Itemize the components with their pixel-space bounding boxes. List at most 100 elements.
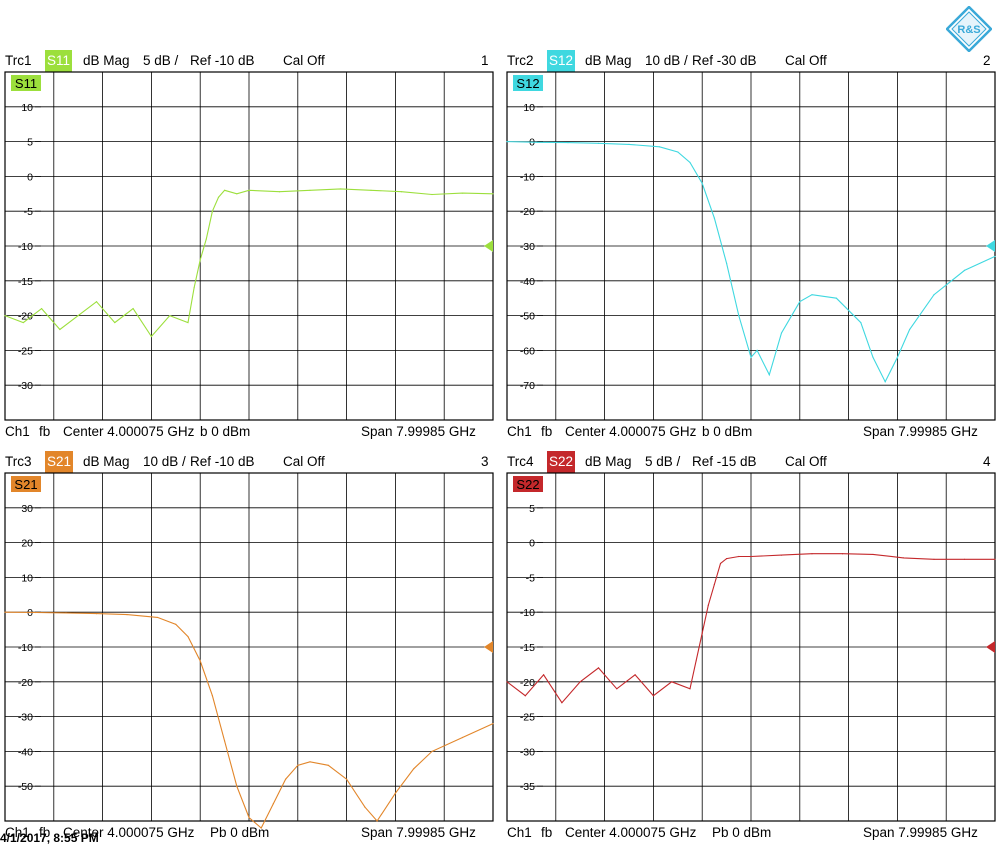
data-point <box>994 558 996 560</box>
grid <box>5 473 493 821</box>
data-point <box>561 702 563 704</box>
data-point <box>677 151 679 153</box>
y-tick-label: 0 <box>27 171 33 183</box>
data-point <box>506 141 508 143</box>
data-point <box>597 142 600 144</box>
data-point <box>211 210 213 212</box>
data-point <box>713 217 715 219</box>
data-point <box>95 301 98 303</box>
data-point <box>597 667 600 669</box>
data-point <box>34 611 37 614</box>
data-point <box>126 614 128 616</box>
data-point <box>187 321 189 324</box>
data-point <box>579 681 581 683</box>
scale-label: 5 dB / <box>645 454 681 469</box>
trace-header: Trc4 S22 dB Mag 5 dB / Ref -15 dB Cal Off 4 <box>507 451 997 473</box>
data-point <box>756 349 758 351</box>
data-point <box>297 764 299 766</box>
data-point <box>175 623 177 625</box>
mode-label: fb <box>541 825 553 840</box>
data-point <box>524 695 526 697</box>
plot-area: 10 5 0 -5 -10 -15 -20 -25 -30 S11 <box>4 71 494 421</box>
trace-number: 4 <box>983 454 991 469</box>
data-point <box>431 193 433 196</box>
data-point <box>236 785 238 787</box>
y-tick-label: 20 <box>21 538 33 550</box>
trace-label-box <box>11 75 41 91</box>
center-freq: Center 4.000075 GHz <box>63 424 195 439</box>
data-point <box>933 294 935 296</box>
data-point <box>400 191 403 193</box>
trace-number: 1 <box>481 53 489 68</box>
grid <box>5 72 493 420</box>
data-point <box>272 803 274 805</box>
y-tick-label: -70 <box>520 380 535 392</box>
data-point <box>95 612 98 615</box>
span-freq: Span 7.99985 GHz <box>361 825 476 840</box>
ref-label: Ref -10 dB <box>190 53 255 68</box>
svg-text:R&S: R&S <box>957 24 980 36</box>
cal-label: Cal Off <box>283 454 325 469</box>
data-point <box>278 191 281 193</box>
data-point <box>543 674 545 676</box>
data-point <box>902 557 905 559</box>
data-point <box>114 321 116 324</box>
param-badge: S11 <box>45 50 73 72</box>
data-point <box>506 681 508 683</box>
ref-level-marker[interactable] <box>484 641 493 653</box>
channel-label: Ch1 <box>507 825 532 840</box>
data-point <box>689 161 691 164</box>
data-point <box>701 632 703 634</box>
ref-label: Ref -10 dB <box>190 454 255 469</box>
data-point <box>695 660 697 662</box>
data-point <box>707 604 709 606</box>
data-point <box>370 189 372 191</box>
chart-panel-trc3: Trc3 S21 dB Mag 10 dB / Ref -10 dB Cal Off 3 30… <box>4 451 495 851</box>
data-point <box>799 301 801 303</box>
format-label: dB Mag <box>83 53 130 68</box>
data-point <box>963 269 966 271</box>
data-point <box>394 792 396 794</box>
trace-label-text: S12 <box>516 76 539 91</box>
data-point <box>22 321 24 324</box>
y-tick-label: -5 <box>24 206 33 218</box>
y-tick-label: 0 <box>529 538 535 550</box>
data-point <box>150 335 152 338</box>
power-label: b 0 dBm <box>702 424 753 439</box>
ref-level-marker[interactable] <box>986 641 995 653</box>
trace-label-box <box>11 476 41 492</box>
power-label: Pb 0 dBm <box>712 825 772 840</box>
data-point <box>872 553 874 556</box>
chart-panel-trc4: Trc4 S22 dB Mag 5 dB / Ref -15 dB Cal Off 4 5 0 -… <box>506 451 997 851</box>
mode-label: fb <box>541 424 553 439</box>
data-point <box>217 196 220 198</box>
y-tick-label: -20 <box>18 677 33 689</box>
data-point <box>376 820 378 822</box>
data-point <box>492 193 494 195</box>
center-freq: Center 4.000075 GHz <box>63 825 195 840</box>
data-point <box>199 660 201 662</box>
mode-label: fb <box>39 424 51 439</box>
data-point <box>994 255 996 258</box>
data-point <box>169 315 171 317</box>
data-point <box>628 143 630 145</box>
plot-area: 30 20 10 0 -10 -20 -30 -40 -50 S21 <box>4 472 494 829</box>
data-point <box>364 806 366 808</box>
y-tick-label: -25 <box>520 712 535 724</box>
y-tick-label: -20 <box>520 206 535 218</box>
data-point <box>811 294 813 296</box>
cal-label: Cal Off <box>785 53 827 68</box>
y-tick-label: -30 <box>18 712 33 724</box>
ref-level-marker[interactable] <box>484 240 493 252</box>
data-point <box>719 562 722 565</box>
data-point <box>860 321 862 324</box>
data-point <box>236 193 238 195</box>
channel-label: Ch1 <box>5 424 30 439</box>
ref-level-marker[interactable] <box>986 240 995 252</box>
data-point <box>896 356 898 358</box>
data-point <box>738 315 740 317</box>
trace-name: Trc4 <box>507 454 534 469</box>
timestamp: 4/1/2017, 8:55 PM <box>0 831 99 845</box>
data-point <box>205 238 207 240</box>
trace-label-text: S11 <box>15 76 37 91</box>
